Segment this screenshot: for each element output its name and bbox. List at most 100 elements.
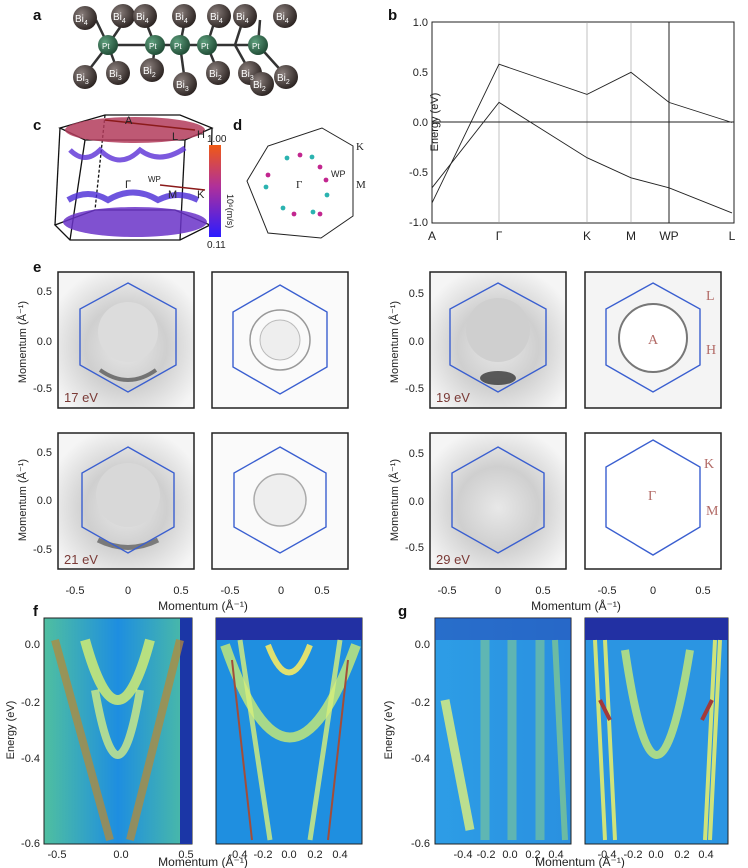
- svg-text:Pt: Pt: [201, 42, 209, 51]
- g-ylabel: Energy (eV): [383, 701, 395, 760]
- svg-text:Bi4: Bi4: [175, 12, 188, 25]
- svg-text:-0.5: -0.5: [405, 383, 424, 395]
- calc-map-21ev: [211, 432, 349, 570]
- svg-text:Bi4: Bi4: [210, 12, 223, 25]
- arpes-map-17ev: 17 eV: [57, 271, 195, 409]
- svg-text:WP: WP: [331, 169, 346, 179]
- e-xticks: -0.5 0 0.5 -0.5 0 0.5 -0.5 0 0.5 -0.5 0 0.5: [66, 585, 711, 597]
- svg-text:Pt: Pt: [174, 42, 182, 51]
- fermi-surface-top: [65, 117, 205, 143]
- svg-text:H: H: [706, 343, 716, 358]
- svg-text:M: M: [356, 179, 366, 191]
- svg-text:Pt: Pt: [149, 42, 157, 51]
- svg-text:0.5: 0.5: [409, 448, 424, 460]
- svg-text:Γ: Γ: [496, 229, 503, 243]
- svg-text:-0.2: -0.2: [254, 849, 273, 861]
- svg-text:0.2: 0.2: [307, 849, 322, 861]
- svg-text:M: M: [706, 504, 719, 519]
- svg-text:H: H: [197, 129, 205, 141]
- svg-text:Bi3: Bi3: [109, 69, 122, 82]
- svg-text:21 eV: 21 eV: [64, 552, 98, 567]
- svg-text:-0.2: -0.2: [477, 849, 496, 861]
- panel-g: g Energy (eV) 0.0-0.2 -0.4-0.6 -0.4 -0.2 0…: [383, 603, 729, 868]
- panel-label-f: f: [33, 603, 39, 620]
- svg-text:-0.4: -0.4: [229, 849, 248, 861]
- svg-text:0.5: 0.5: [413, 67, 428, 79]
- svg-text:0.0: 0.0: [409, 336, 424, 348]
- svg-text:0.0: 0.0: [648, 849, 663, 861]
- bz-labels: A L H Γ WP M K: [125, 115, 205, 201]
- svg-text:0.2: 0.2: [674, 849, 689, 861]
- svg-text:-0.2: -0.2: [21, 697, 40, 709]
- svg-text:-0.5: -0.5: [438, 585, 457, 597]
- colorbar-min: 0.11: [207, 240, 226, 251]
- svg-text:0.5: 0.5: [173, 585, 188, 597]
- svg-text:WP: WP: [659, 229, 678, 243]
- svg-text:0.4: 0.4: [548, 849, 563, 861]
- svg-text:-0.5: -0.5: [405, 542, 424, 554]
- calc-map-19ev: L A H: [584, 271, 722, 409]
- arpes-spectrum-f-left: [43, 617, 193, 845]
- svg-text:-0.6: -0.6: [21, 838, 40, 850]
- svg-text:K: K: [704, 457, 714, 472]
- arpes-map-21ev: 21 eV: [57, 432, 195, 570]
- panel-c: c A L H Γ WP M K 1.00 0.11 10⁶(m/s): [33, 114, 235, 251]
- svg-text:Bi3: Bi3: [241, 69, 254, 82]
- band-lines: [431, 63, 733, 214]
- svg-text:A: A: [428, 229, 436, 243]
- svg-text:17 eV: 17 eV: [64, 390, 98, 405]
- svg-text:0.5: 0.5: [409, 288, 424, 300]
- svg-text:0.0: 0.0: [413, 117, 428, 129]
- svg-text:-0.5: -0.5: [48, 849, 67, 861]
- svg-text:0.0: 0.0: [281, 849, 296, 861]
- panel-a: a Bi4 Bi4 Bi4 Bi4 Bi4: [33, 4, 298, 96]
- svg-text:0: 0: [125, 585, 131, 597]
- calc-map-17ev: [211, 271, 349, 409]
- panel-label-b: b: [388, 7, 397, 24]
- svg-text:Bi4: Bi4: [75, 14, 88, 27]
- atom-labels: Bi4 Bi4 Bi4 Bi4 Bi4 Bi4 Bi4 Pt Pt Pt Pt …: [75, 12, 290, 93]
- svg-text:Pt: Pt: [102, 42, 110, 51]
- svg-text:0.0: 0.0: [409, 496, 424, 508]
- svg-text:29 eV: 29 eV: [436, 552, 470, 567]
- e-yticks-left: 0.5 0.0 -0.5 0.5 0.0 -0.5: [33, 286, 52, 556]
- svg-text:0: 0: [650, 585, 656, 597]
- panel-d: d K WP Γ M: [233, 117, 366, 239]
- svg-text:Bi4: Bi4: [136, 12, 149, 25]
- svg-text:0.0: 0.0: [415, 639, 430, 651]
- svg-text:Pt: Pt: [252, 42, 260, 51]
- svg-text:-0.4: -0.4: [598, 849, 617, 861]
- svg-text:0: 0: [278, 585, 284, 597]
- svg-text:-0.2: -0.2: [624, 849, 643, 861]
- svg-text:A: A: [648, 333, 659, 348]
- e-ylabel-1: Momentum (Å⁻¹): [16, 301, 29, 383]
- svg-text:L: L: [172, 131, 178, 143]
- arpes-map-29ev: 29 eV: [429, 432, 567, 570]
- svg-text:0.4: 0.4: [698, 849, 713, 861]
- svg-text:M: M: [168, 189, 177, 201]
- svg-text:0.0: 0.0: [113, 849, 128, 861]
- svg-text:Bi4: Bi4: [113, 12, 126, 25]
- bz-hexagon: [246, 127, 354, 239]
- svg-text:Γ: Γ: [296, 179, 302, 191]
- svg-text:0.0: 0.0: [37, 495, 52, 507]
- svg-text:-0.5: -0.5: [33, 544, 52, 556]
- f-xticks: -0.5 0.0 0.5 -0.4 -0.2 0.0 0.2 0.4: [48, 849, 348, 861]
- svg-text:0.5: 0.5: [314, 585, 329, 597]
- svg-text:0.5: 0.5: [178, 849, 193, 861]
- band-kpoints: A Γ K M WP L: [428, 229, 736, 243]
- bz-2d-labels: K WP Γ M: [296, 141, 366, 191]
- svg-text:Bi2: Bi2: [209, 69, 222, 82]
- panel-label-g: g: [398, 603, 407, 620]
- svg-text:0: 0: [495, 585, 501, 597]
- svg-text:0.4: 0.4: [332, 849, 347, 861]
- band-line-1: [431, 63, 733, 204]
- svg-text:-0.4: -0.4: [454, 849, 473, 861]
- svg-text:0.0: 0.0: [502, 849, 517, 861]
- svg-text:Bi3: Bi3: [76, 73, 89, 86]
- calc-spectrum-f-right: [215, 617, 363, 845]
- svg-text:L: L: [729, 229, 736, 243]
- svg-text:0.5: 0.5: [37, 447, 52, 459]
- fermi-surface-bottom: [63, 207, 207, 237]
- colorbar-max: 1.00: [207, 134, 227, 145]
